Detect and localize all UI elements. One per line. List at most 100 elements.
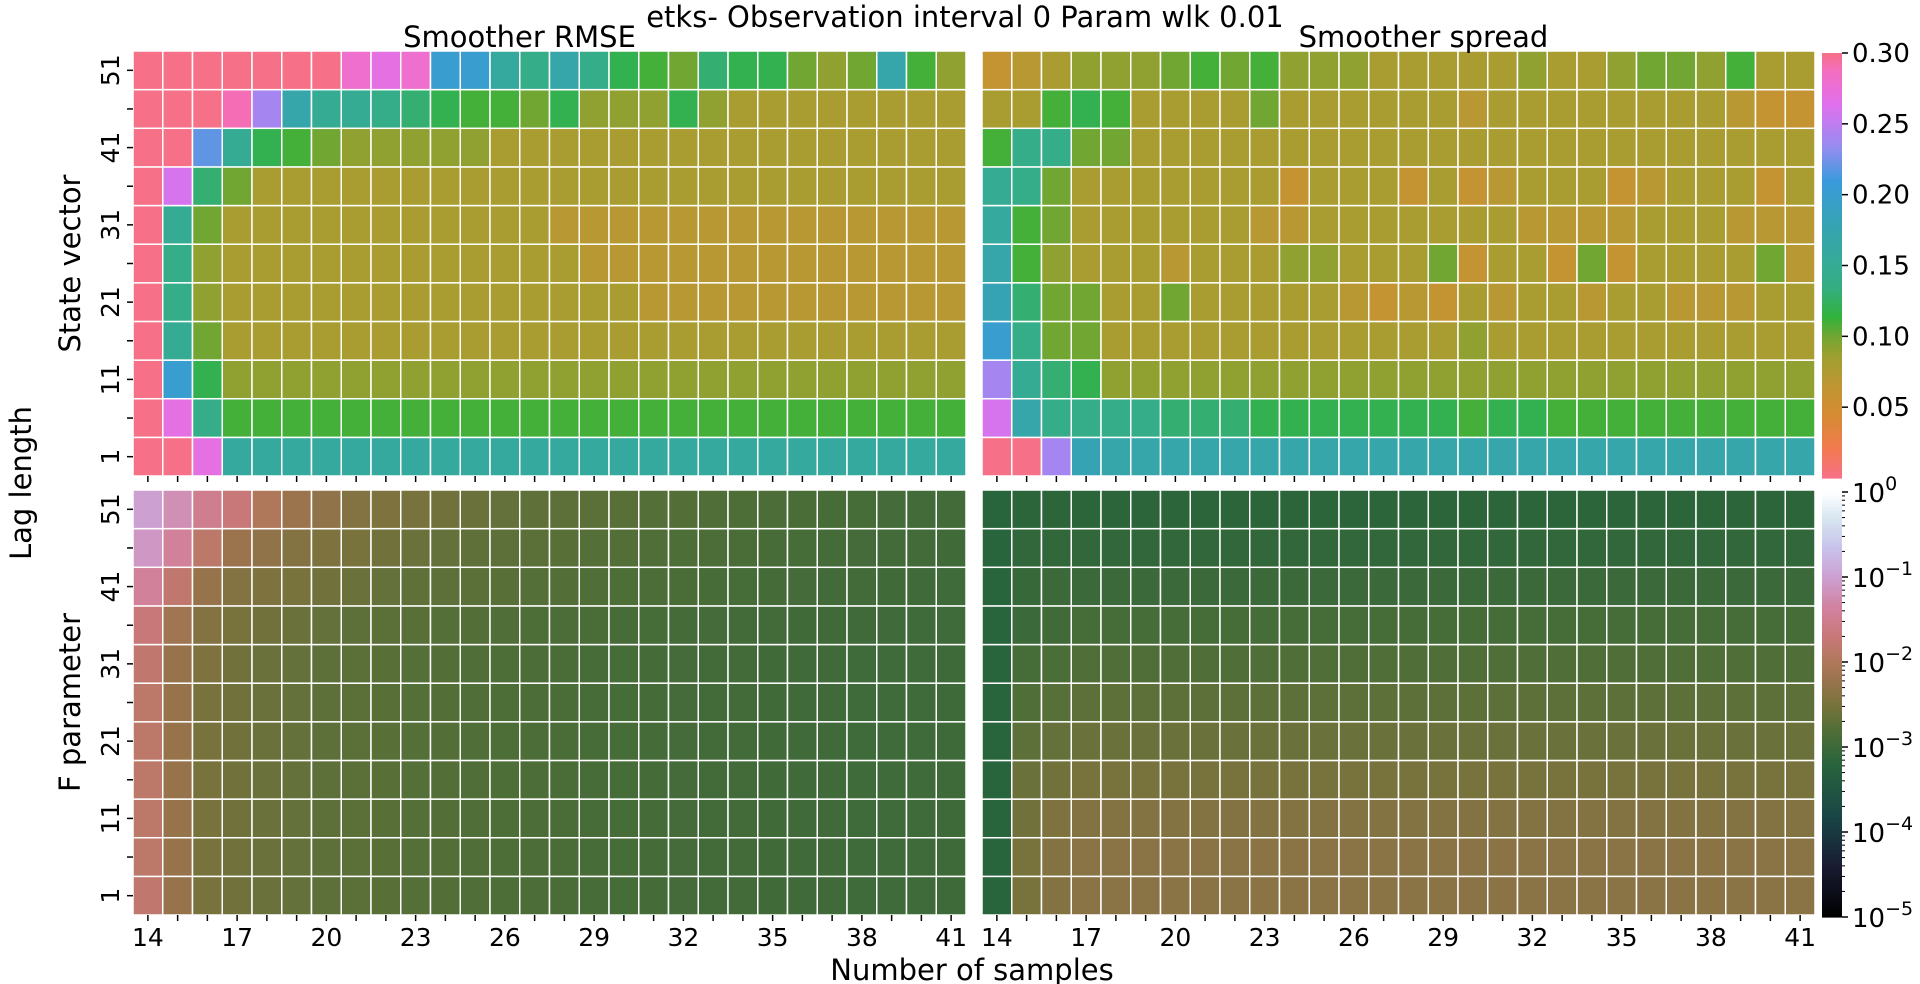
heatmap-cell (1219, 359, 1251, 400)
heatmap-cell (1754, 682, 1786, 723)
colorbar-band (1822, 750, 1842, 755)
heatmap-cell (429, 204, 461, 245)
heatmap-cell (1576, 566, 1608, 607)
heatmap-cell (1130, 643, 1162, 684)
heatmap-cell (1546, 166, 1578, 207)
colorbar-band (1822, 612, 1842, 617)
colorbar-band (1822, 322, 1842, 327)
heatmap-cell (489, 397, 521, 439)
heatmap-cell (981, 836, 1013, 878)
heatmap-cell (429, 166, 461, 207)
heatmap-cell (1516, 836, 1548, 878)
heatmap-cell (1011, 759, 1043, 800)
heatmap-cell (162, 204, 194, 245)
colorbar-band (1822, 619, 1842, 624)
heatmap-cell (876, 50, 908, 91)
heatmap-cell (1397, 320, 1429, 361)
heatmap-cell (1606, 836, 1638, 878)
heatmap-cell (459, 566, 491, 607)
heatmap-cell (281, 282, 313, 323)
heatmap-cell (1427, 166, 1459, 207)
colorbar-band (1822, 350, 1842, 355)
colorbar-band (1822, 598, 1842, 603)
heatmap-cell (1397, 397, 1429, 439)
heatmap-cell (1725, 397, 1757, 439)
heatmap-cell (1011, 527, 1043, 569)
heatmap-cell (1278, 320, 1310, 361)
heatmap-cell (1725, 127, 1757, 168)
panel-y-label: F parameter (53, 613, 87, 792)
heatmap-cell (1695, 320, 1727, 361)
heatmap-cell (548, 875, 580, 916)
colorbar-band (1822, 315, 1842, 320)
colorbar-band (1822, 630, 1842, 635)
heatmap-cell (1635, 721, 1667, 762)
heatmap-cell (638, 88, 670, 130)
colorbar-band (1822, 226, 1842, 231)
heatmap-cell (548, 489, 580, 530)
heatmap-cell (1338, 721, 1370, 762)
heatmap-cell (1249, 359, 1281, 400)
heatmap-cell (727, 489, 759, 530)
heatmap-cell (1189, 320, 1221, 361)
heatmap-cell (1100, 489, 1132, 530)
heatmap-cell (905, 682, 937, 723)
heatmap-cell (1219, 204, 1251, 245)
colorbar-band (1822, 913, 1842, 918)
heatmap-cell (608, 798, 640, 839)
heatmap-cell (846, 836, 878, 878)
heatmap-cell (667, 527, 699, 569)
heatmap-cell (816, 527, 848, 569)
colorbar-tick-label: 0.25 (1852, 110, 1910, 140)
colorbar-band (1822, 414, 1842, 419)
heatmap-cell (1487, 320, 1519, 361)
heatmap-cell (1338, 320, 1370, 361)
heatmap-cell (400, 282, 432, 323)
heatmap-cell (1695, 605, 1727, 646)
heatmap-cell (727, 204, 759, 245)
heatmap-cell (1576, 836, 1608, 878)
heatmap-cell (221, 759, 253, 800)
colorbar-band (1822, 134, 1842, 139)
heatmap-cell (1665, 50, 1697, 91)
heatmap-cell (519, 50, 551, 91)
heatmap-cell (281, 127, 313, 168)
heatmap-cell (1635, 875, 1667, 916)
colorbar-band (1822, 396, 1842, 401)
heatmap-cell (1189, 127, 1221, 168)
heatmap-cell (1487, 605, 1519, 646)
colorbar-band (1822, 460, 1842, 465)
heatmap-cell (935, 166, 967, 207)
colorbar-band (1822, 173, 1842, 178)
heatmap-cell (1457, 682, 1489, 723)
heatmap-panel-2: Smoother spread (981, 20, 1816, 482)
heatmap-cell (221, 798, 253, 839)
heatmap-cell (400, 436, 432, 477)
heatmap-cell (697, 605, 729, 646)
heatmap-cell (697, 127, 729, 168)
heatmap-cell (816, 243, 848, 284)
heatmap-cell (1725, 566, 1757, 607)
heatmap-cell (281, 436, 313, 477)
heatmap-cell (1784, 397, 1816, 439)
heatmap-cell (981, 320, 1013, 361)
heatmap-cell (638, 50, 670, 91)
heatmap-cell (1665, 721, 1697, 762)
heatmap-cell (1516, 643, 1548, 684)
heatmap-cell (221, 50, 253, 91)
heatmap-cell (1427, 320, 1459, 361)
heatmap-cell (697, 50, 729, 91)
heatmap-cell (489, 682, 521, 723)
heatmap-cell (667, 798, 699, 839)
x-tick-label: 29 (1427, 923, 1459, 952)
heatmap-cell (251, 166, 283, 207)
colorbar-band (1822, 885, 1842, 890)
heatmap-cell (816, 359, 848, 400)
heatmap-cell (340, 489, 372, 530)
heatmap-cell (1011, 798, 1043, 839)
heatmap-cell (221, 682, 253, 723)
colorbar-band (1822, 339, 1842, 345)
colorbar-band (1822, 676, 1842, 681)
heatmap-cell (727, 643, 759, 684)
heatmap-cell (1397, 798, 1429, 839)
